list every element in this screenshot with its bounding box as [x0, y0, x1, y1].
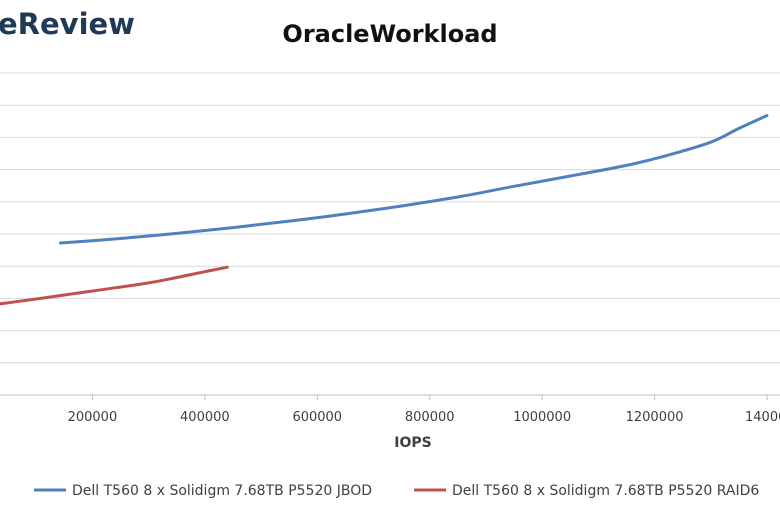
x-tick-label-0: 200000: [68, 410, 118, 425]
x-tick-label-2: 600000: [292, 410, 342, 425]
x-tick-label-4: 1000000: [513, 410, 571, 425]
series-layer: [0, 114, 769, 306]
chart-title: OracleWorkload: [282, 20, 497, 48]
x-tick-labels: 200000 400000 600000 800000 1000000 1200000 14…: [68, 395, 780, 425]
x-axis-title: IOPS: [394, 435, 431, 451]
x-tick-label-6: 14000: [745, 410, 780, 425]
logo: eReview: [0, 7, 135, 41]
legend-label-jbod: Dell T560 8 x Solidigm 7.68TB P5520 JBOD: [72, 483, 372, 499]
legend: Dell T560 8 x Solidigm 7.68TB P5520 JBOD…: [34, 483, 759, 499]
x-tick-label-1: 400000: [180, 410, 230, 425]
y-gridlines: [0, 72, 780, 396]
series-line-jbod: [58, 114, 769, 245]
x-tick-label-3: 800000: [405, 410, 455, 425]
series-line-raid6: [0, 265, 229, 306]
x-tick-label-5: 1200000: [626, 410, 684, 425]
legend-label-raid6: Dell T560 8 x Solidigm 7.68TB P5520 RAID…: [452, 483, 759, 499]
